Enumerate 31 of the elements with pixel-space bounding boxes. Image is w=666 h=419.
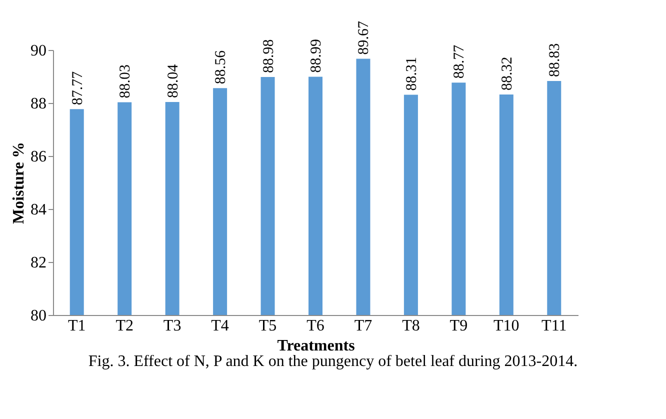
data-label: 88.31 [404,57,420,91]
y-tick-label: 90 [30,42,46,60]
data-label: 88.83 [547,43,564,78]
x-tick-label: T4 [211,318,229,334]
y-tick-label: 82 [30,254,46,272]
x-axis-title: Treatments [277,338,355,354]
y-tick-label: 86 [30,148,46,166]
x-tick-label: T6 [306,318,324,334]
data-label: 87.77 [70,70,86,106]
x-tick-label: T5 [258,318,277,334]
x-tick-label: T3 [163,318,182,334]
x-tick-label: T10 [494,318,520,334]
y-tick-label: 84 [30,202,46,218]
data-label: 88.03 [118,64,134,98]
y-tick-label: 88 [30,96,46,112]
caption: Fig. 3. Effect of N, P and K on the pungency of betel leaf during 2013-2014. [87,353,579,371]
x-tick-label: T1 [68,318,86,334]
data-label: 88.04 [165,64,182,98]
data-label: 88.77 [452,44,468,79]
x-tick-label: T9 [450,318,468,334]
y-axis-title: Moisture % [10,142,28,224]
data-label: 89.67 [356,20,372,55]
data-label: 88.32 [499,56,516,91]
data-label: 88.56 [213,50,230,84]
data-label: 88.98 [260,39,277,74]
x-tick-label: T2 [116,318,134,334]
x-tick-label: T11 [542,318,567,334]
x-tick-label: T8 [402,318,420,334]
x-tick-label: T7 [354,318,372,334]
y-tick-label: 80 [30,308,46,324]
data-label: 88.99 [308,39,324,73]
